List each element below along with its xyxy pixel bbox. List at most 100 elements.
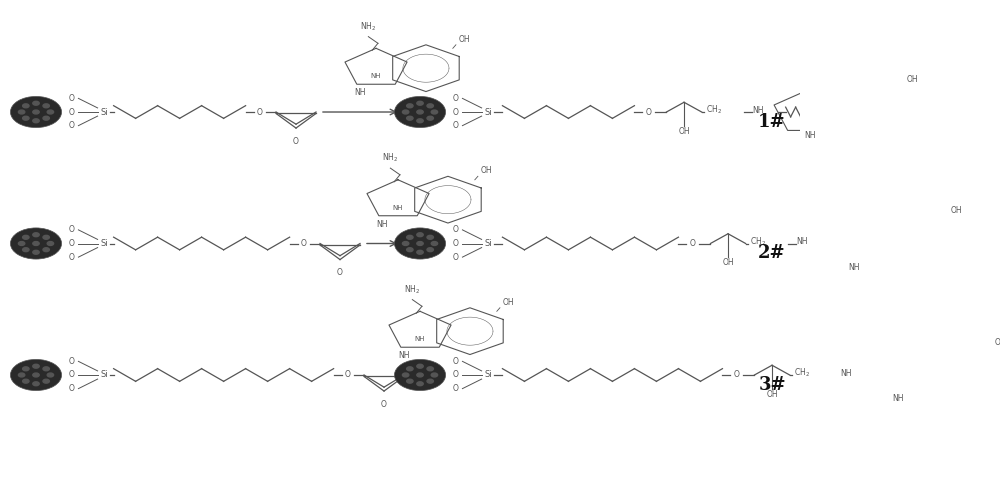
Circle shape: [431, 242, 438, 245]
Circle shape: [47, 373, 54, 377]
Text: O: O: [453, 253, 459, 262]
Circle shape: [431, 373, 438, 377]
Text: O: O: [69, 253, 75, 262]
Text: O: O: [69, 225, 75, 234]
Text: Si: Si: [484, 239, 492, 248]
Text: NH: NH: [371, 74, 381, 79]
Text: OH: OH: [906, 75, 918, 84]
Circle shape: [43, 116, 49, 120]
Text: O: O: [69, 357, 75, 366]
Text: 1#: 1#: [758, 113, 786, 131]
Circle shape: [43, 367, 49, 371]
Text: CH$_2$: CH$_2$: [750, 235, 766, 248]
Text: O: O: [69, 94, 75, 103]
Text: O: O: [453, 108, 459, 116]
Text: O: O: [301, 239, 307, 248]
Text: O: O: [257, 108, 263, 116]
Text: O: O: [69, 108, 75, 116]
Circle shape: [402, 110, 409, 114]
Circle shape: [407, 104, 413, 108]
Text: CH$_2$: CH$_2$: [794, 367, 810, 379]
Text: O: O: [69, 121, 75, 130]
Circle shape: [47, 110, 54, 114]
Text: NH: NH: [376, 220, 388, 229]
Circle shape: [23, 116, 29, 120]
Text: NH$_2$: NH$_2$: [360, 20, 376, 33]
Circle shape: [23, 104, 29, 108]
Text: OH: OH: [481, 166, 492, 175]
Circle shape: [43, 248, 49, 252]
Circle shape: [427, 379, 433, 383]
Circle shape: [33, 119, 39, 123]
Circle shape: [427, 235, 433, 239]
Circle shape: [402, 242, 409, 245]
Circle shape: [407, 116, 413, 120]
Text: NH: NH: [796, 237, 808, 246]
Circle shape: [33, 373, 39, 377]
Text: NH$_2$: NH$_2$: [404, 283, 420, 296]
Text: 2#: 2#: [758, 244, 786, 262]
Text: OH: OH: [459, 35, 470, 44]
Circle shape: [427, 248, 433, 252]
Circle shape: [417, 364, 423, 368]
Text: OH: OH: [722, 258, 734, 267]
Circle shape: [407, 379, 413, 383]
Circle shape: [33, 250, 39, 254]
Circle shape: [427, 367, 433, 371]
Text: O: O: [69, 371, 75, 379]
Text: NH: NH: [840, 369, 852, 377]
Text: O: O: [453, 239, 459, 248]
Circle shape: [23, 367, 29, 371]
Text: NH: NH: [398, 352, 410, 360]
Text: O: O: [69, 384, 75, 393]
Text: OH: OH: [766, 390, 778, 398]
Text: O: O: [293, 137, 299, 146]
Circle shape: [23, 379, 29, 383]
Circle shape: [10, 228, 62, 259]
Text: Si: Si: [100, 239, 108, 248]
Circle shape: [18, 373, 25, 377]
Circle shape: [427, 116, 433, 120]
Text: 3#: 3#: [758, 376, 786, 393]
Text: OH: OH: [503, 298, 514, 307]
Text: O: O: [453, 225, 459, 234]
Text: NH: NH: [804, 131, 815, 140]
Circle shape: [43, 235, 49, 239]
Circle shape: [10, 359, 62, 391]
Circle shape: [23, 248, 29, 252]
Circle shape: [394, 228, 446, 259]
Text: O: O: [690, 239, 696, 248]
Circle shape: [407, 248, 413, 252]
Circle shape: [417, 119, 423, 123]
Text: OH: OH: [678, 127, 690, 135]
Circle shape: [417, 233, 423, 237]
Text: NH: NH: [354, 89, 366, 97]
Circle shape: [402, 373, 409, 377]
Circle shape: [33, 382, 39, 386]
Circle shape: [417, 110, 423, 114]
Text: Si: Si: [100, 371, 108, 379]
Circle shape: [33, 101, 39, 105]
Circle shape: [407, 367, 413, 371]
Text: O: O: [734, 371, 740, 379]
Circle shape: [394, 359, 446, 391]
Circle shape: [427, 104, 433, 108]
Circle shape: [47, 242, 54, 245]
Circle shape: [407, 235, 413, 239]
Circle shape: [417, 250, 423, 254]
Text: NH$_2$: NH$_2$: [382, 152, 398, 164]
Circle shape: [33, 364, 39, 368]
Text: O: O: [345, 371, 351, 379]
Text: NH: NH: [848, 263, 859, 272]
Text: NH: NH: [393, 205, 403, 211]
Circle shape: [417, 382, 423, 386]
Text: NH: NH: [415, 337, 425, 342]
Circle shape: [33, 233, 39, 237]
Text: O: O: [337, 268, 343, 277]
Text: OH: OH: [950, 206, 962, 215]
Text: O: O: [69, 239, 75, 248]
Text: Si: Si: [484, 108, 492, 116]
Text: O: O: [646, 108, 652, 116]
Text: O: O: [453, 384, 459, 393]
Text: NH: NH: [892, 394, 903, 403]
